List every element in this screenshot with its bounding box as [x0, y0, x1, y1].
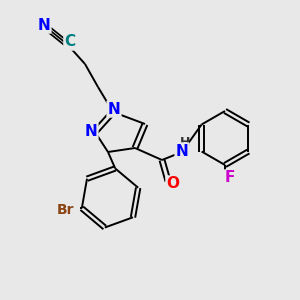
Text: C: C — [64, 34, 76, 50]
Text: F: F — [225, 170, 235, 185]
Text: N: N — [108, 101, 120, 116]
Text: H: H — [180, 136, 190, 148]
Text: Br: Br — [57, 203, 75, 217]
Text: N: N — [38, 17, 50, 32]
Text: O: O — [167, 176, 179, 191]
Text: N: N — [176, 143, 188, 158]
Text: N: N — [85, 124, 98, 139]
